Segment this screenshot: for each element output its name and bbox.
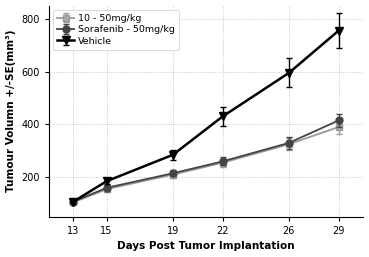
X-axis label: Days Post Tumor Implantation: Days Post Tumor Implantation — [117, 241, 295, 251]
Legend: 10 - 50mg/kg, Sorafenib - 50mg/kg, Vehicle: 10 - 50mg/kg, Sorafenib - 50mg/kg, Vehic… — [54, 10, 179, 50]
Y-axis label: Tumour Volumn +/-SE(mm³): Tumour Volumn +/-SE(mm³) — [6, 30, 15, 192]
